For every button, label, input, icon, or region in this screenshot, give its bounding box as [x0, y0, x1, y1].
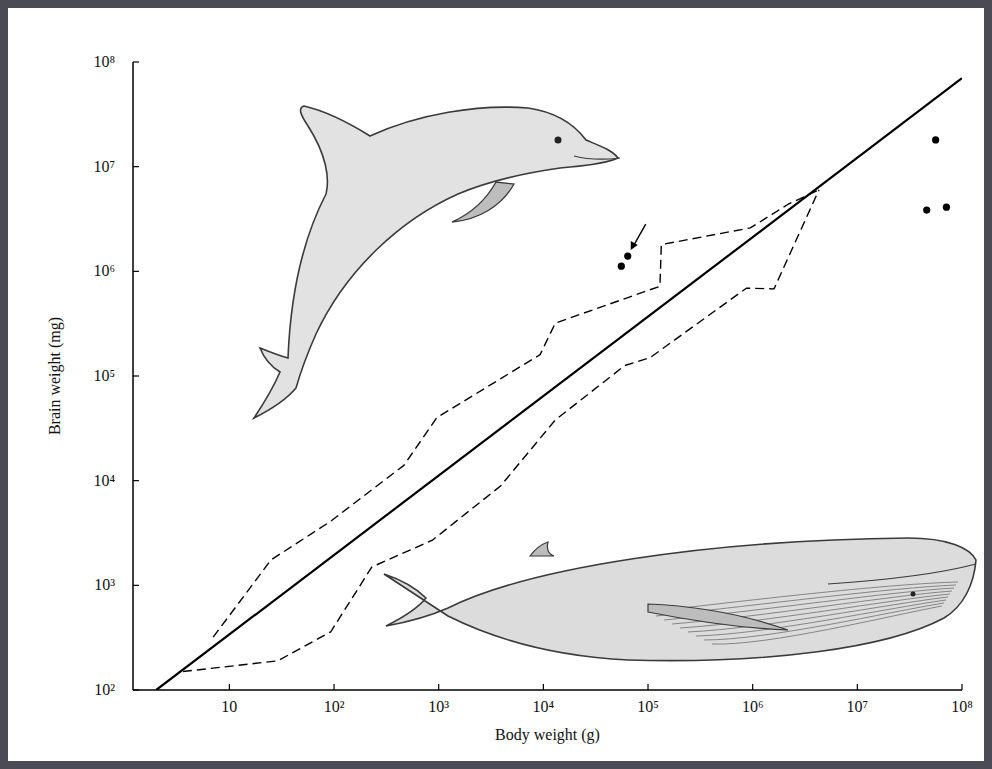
y-tick-label: 10⁸ [93, 53, 115, 70]
annotation-arrowhead [631, 241, 638, 250]
chart-panel: 10 10² 10³ 10⁴ 10⁵ 10⁶ 10⁷ 10⁸ 10² 10³ 10⁴ 10⁵ 10⁶ 10… [8, 8, 984, 761]
y-tick [133, 166, 139, 167]
y-tick-label: 10² [94, 681, 115, 698]
x-tick [647, 684, 648, 690]
y-tick [133, 271, 139, 272]
data-point [943, 204, 950, 211]
x-tick-label: 10⁵ [637, 698, 659, 715]
y-tick [133, 480, 139, 481]
x-tick-label: 10³ [428, 698, 449, 715]
regression-line [156, 78, 962, 690]
dolphin-body [254, 106, 618, 418]
whale-dorsal-fin [530, 542, 554, 556]
x-tick [543, 684, 544, 690]
y-tick-label: 10³ [94, 576, 115, 593]
x-tick [961, 684, 962, 690]
data-point [932, 136, 939, 143]
illustrations [254, 106, 976, 661]
y-tick [133, 375, 139, 376]
x-tick [229, 684, 230, 690]
whale-flipper [648, 604, 788, 630]
dolphin-flipper [452, 182, 514, 222]
whale-body [384, 538, 976, 661]
chart: 10 10² 10³ 10⁴ 10⁵ 10⁶ 10⁷ 10⁸ 10² 10³ 10⁴ 10⁵ 10⁶ 10… [8, 8, 984, 761]
y-tick-label: 10⁶ [93, 262, 115, 279]
dashed-envelope [213, 190, 819, 637]
x-axis-title: Body weight (g) [495, 726, 600, 744]
y-tick [133, 689, 139, 690]
x-axis [133, 689, 962, 691]
x-tick [857, 684, 858, 690]
y-tick-label: 10⁴ [93, 472, 115, 489]
x-tick-label: 10⁷ [847, 698, 869, 715]
x-tick-label: 10² [324, 698, 345, 715]
whale-eye [911, 592, 916, 597]
dolphin-mouth [574, 156, 620, 159]
x-tick [333, 684, 334, 690]
dolphin-eye [555, 137, 562, 144]
y-tick [133, 585, 139, 586]
y-axis-title: Brain weight (mg) [46, 317, 64, 435]
data-point [618, 263, 625, 270]
data-layer [156, 78, 962, 690]
data-point [624, 252, 631, 259]
y-tick [133, 61, 139, 62]
x-tick-label: 10 [221, 698, 237, 715]
x-tick [752, 684, 753, 690]
y-tick-label: 10⁵ [93, 367, 115, 384]
y-tick-label: 10⁷ [93, 158, 115, 175]
dashed-envelope [183, 190, 819, 672]
x-tick-label: 10⁸ [951, 698, 973, 715]
whale-mouth [828, 564, 976, 584]
x-tick-label: 10⁶ [742, 698, 764, 715]
x-tick-label: 10⁴ [533, 698, 555, 715]
data-point [923, 206, 930, 213]
x-tick [438, 684, 439, 690]
